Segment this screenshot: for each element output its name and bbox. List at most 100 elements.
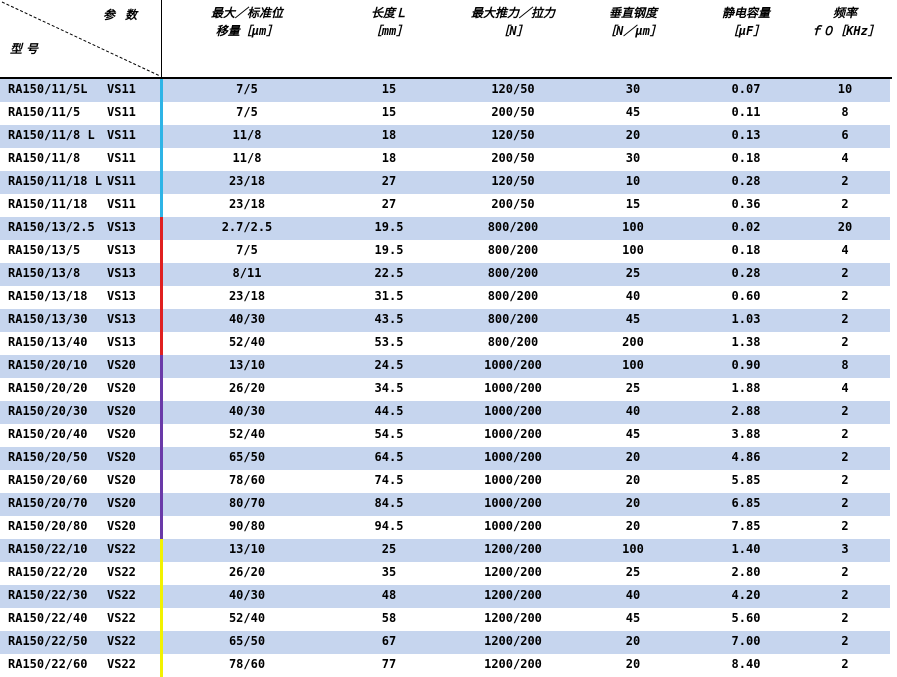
capacitance-cell: 0.90 bbox=[731, 358, 761, 372]
series-color-bar bbox=[160, 240, 163, 263]
series-color-bar bbox=[160, 654, 163, 677]
frequency-cell: 2 bbox=[841, 473, 849, 487]
length-cell: 77 bbox=[381, 657, 397, 671]
series-color-bar bbox=[160, 493, 163, 516]
frequency-cell: 2 bbox=[841, 289, 849, 303]
displacement-cell: 26/20 bbox=[228, 381, 266, 395]
length-cell: 44.5 bbox=[374, 404, 404, 418]
frequency-cell: 2 bbox=[841, 335, 849, 349]
series-color-bar bbox=[160, 217, 163, 240]
capacitance-cell: 5.60 bbox=[731, 611, 761, 625]
col-header-line1: 垂直钢度 bbox=[608, 6, 657, 20]
model-cell: RA150/20/80 bbox=[8, 519, 88, 533]
stiffness-cell: 25 bbox=[625, 565, 641, 579]
series-color-bar bbox=[160, 562, 163, 585]
col-header-displacement: 最大／标准位 移量［μm］ bbox=[172, 4, 322, 40]
force-cell: 1000/200 bbox=[484, 473, 542, 487]
table-row: RA150/13/40 VS13 52/40 53.5 800/200 200 1.38 2 bbox=[0, 332, 890, 355]
table-row: RA150/13/30 VS13 40/30 43.5 800/200 45 1.03 2 bbox=[0, 309, 890, 332]
displacement-cell: 11/8 bbox=[232, 128, 262, 142]
series-color-bar bbox=[160, 286, 163, 309]
length-cell: 19.5 bbox=[374, 243, 404, 257]
frequency-cell: 6 bbox=[841, 128, 849, 142]
capacitance-cell: 0.18 bbox=[731, 243, 761, 257]
force-cell: 200/50 bbox=[491, 105, 535, 119]
frequency-cell: 3 bbox=[841, 542, 849, 556]
stiffness-cell: 20 bbox=[625, 634, 641, 648]
col-header-length: 长度Ｌ ［mm］ bbox=[339, 4, 439, 40]
table-row: RA150/22/60 VS22 78/60 77 1200/200 20 8.40 2 bbox=[0, 654, 890, 677]
capacitance-cell: 1.03 bbox=[731, 312, 761, 326]
model-cell: RA150/11/18 bbox=[8, 197, 88, 211]
stiffness-cell: 40 bbox=[625, 404, 641, 418]
displacement-cell: 52/40 bbox=[228, 335, 266, 349]
force-cell: 120/50 bbox=[491, 174, 535, 188]
model-cell: RA150/11/5 bbox=[8, 105, 81, 119]
frequency-cell: 8 bbox=[841, 358, 849, 372]
model-cell: RA150/13/8 bbox=[8, 266, 81, 280]
series-color-bar bbox=[160, 447, 163, 470]
series-color-bar bbox=[160, 401, 163, 424]
frequency-cell: 2 bbox=[841, 174, 849, 188]
displacement-cell: 90/80 bbox=[228, 519, 266, 533]
stiffness-cell: 15 bbox=[625, 197, 641, 211]
length-cell: 43.5 bbox=[374, 312, 404, 326]
header-divider bbox=[161, 0, 162, 78]
frequency-cell: 2 bbox=[841, 496, 849, 510]
length-cell: 67 bbox=[381, 634, 397, 648]
capacitance-cell: 5.85 bbox=[731, 473, 761, 487]
table-row: RA150/11/18 L VS11 23/18 27 120/50 10 0.28 2 bbox=[0, 171, 890, 194]
col-header-line2: ｆ０［KHz］ bbox=[810, 24, 880, 38]
model-cell: RA150/22/60 bbox=[8, 657, 88, 671]
table-row: RA150/20/10 VS20 13/10 24.5 1000/200 100 0.90 8 bbox=[0, 355, 890, 378]
force-cell: 1000/200 bbox=[484, 519, 542, 533]
series-cell: VS11 bbox=[107, 105, 136, 119]
col-header-line1: 长度Ｌ bbox=[370, 6, 407, 20]
displacement-cell: 7/5 bbox=[236, 82, 258, 96]
series-color-bar bbox=[160, 194, 163, 217]
stiffness-cell: 45 bbox=[625, 611, 641, 625]
series-cell: VS20 bbox=[107, 450, 136, 464]
table-row: RA150/13/8 VS13 8/11 22.5 800/200 25 0.28 2 bbox=[0, 263, 890, 286]
model-cell: RA150/22/40 bbox=[8, 611, 88, 625]
force-cell: 1200/200 bbox=[484, 657, 542, 671]
capacitance-cell: 0.28 bbox=[731, 266, 761, 280]
series-color-bar bbox=[160, 424, 163, 447]
force-cell: 1200/200 bbox=[484, 542, 542, 556]
displacement-cell: 8/11 bbox=[232, 266, 262, 280]
capacitance-cell: 0.13 bbox=[731, 128, 761, 142]
model-cell: RA150/11/8 bbox=[8, 151, 81, 165]
series-cell: VS22 bbox=[107, 565, 136, 579]
model-cell: RA150/20/40 bbox=[8, 427, 88, 441]
capacitance-cell: 7.00 bbox=[731, 634, 761, 648]
series-cell: VS20 bbox=[107, 358, 136, 372]
series-cell: VS20 bbox=[107, 496, 136, 510]
force-cell: 1200/200 bbox=[484, 588, 542, 602]
frequency-cell: 2 bbox=[841, 634, 849, 648]
series-cell: VS22 bbox=[107, 542, 136, 556]
col-header-line1: 频率 bbox=[832, 6, 857, 20]
length-cell: 18 bbox=[381, 128, 397, 142]
series-color-bar bbox=[160, 608, 163, 631]
length-cell: 58 bbox=[381, 611, 397, 625]
model-cell: RA150/20/70 bbox=[8, 496, 88, 510]
displacement-cell: 7/5 bbox=[236, 105, 258, 119]
col-header-line2: 移量［μm］ bbox=[215, 24, 279, 38]
series-cell: VS22 bbox=[107, 588, 136, 602]
capacitance-cell: 0.60 bbox=[731, 289, 761, 303]
col-header-line1: 最大推力／拉力 bbox=[470, 6, 555, 20]
table-row: RA150/11/5 VS11 7/5 15 200/50 45 0.11 8 bbox=[0, 102, 890, 125]
length-cell: 22.5 bbox=[374, 266, 404, 280]
capacitance-cell: 6.85 bbox=[731, 496, 761, 510]
capacitance-cell: 2.88 bbox=[731, 404, 761, 418]
capacitance-cell: 0.11 bbox=[731, 105, 761, 119]
series-cell: VS11 bbox=[107, 128, 136, 142]
col-header-line2: ［N］ bbox=[497, 24, 529, 38]
table-row: RA150/20/60 VS20 78/60 74.5 1000/200 20 5.85 2 bbox=[0, 470, 890, 493]
table-row: RA150/13/18 VS13 23/18 31.5 800/200 40 0.60 2 bbox=[0, 286, 890, 309]
capacitance-cell: 0.02 bbox=[731, 220, 761, 234]
force-cell: 800/200 bbox=[487, 289, 539, 303]
series-cell: VS22 bbox=[107, 657, 136, 671]
stiffness-cell: 20 bbox=[625, 657, 641, 671]
table-row: RA150/20/20 VS20 26/20 34.5 1000/200 25 1.88 4 bbox=[0, 378, 890, 401]
